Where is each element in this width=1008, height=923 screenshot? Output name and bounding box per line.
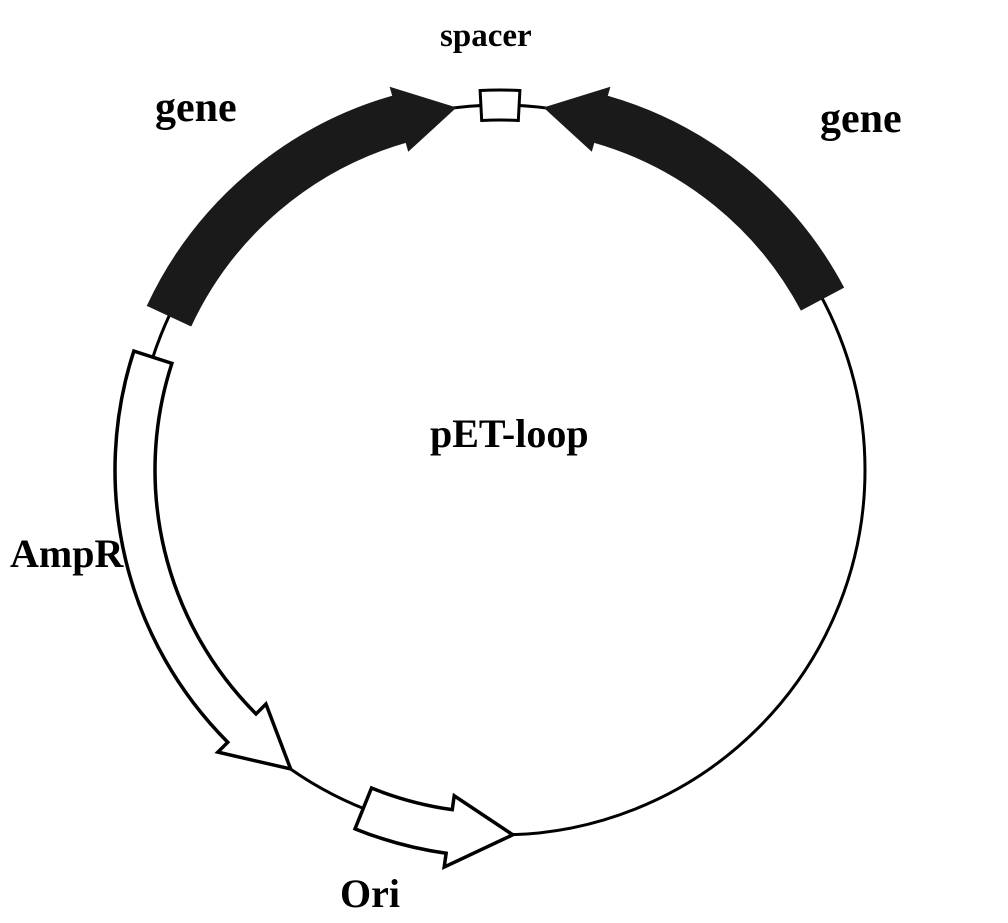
label-spacer: spacer — [440, 18, 532, 55]
label-gene-left: gene — [155, 84, 237, 132]
label-ori: Ori — [340, 870, 400, 917]
label-gene-right: gene — [820, 95, 902, 143]
label-center: pET-loop — [430, 410, 589, 457]
label-ampr: AmpR — [10, 530, 123, 577]
